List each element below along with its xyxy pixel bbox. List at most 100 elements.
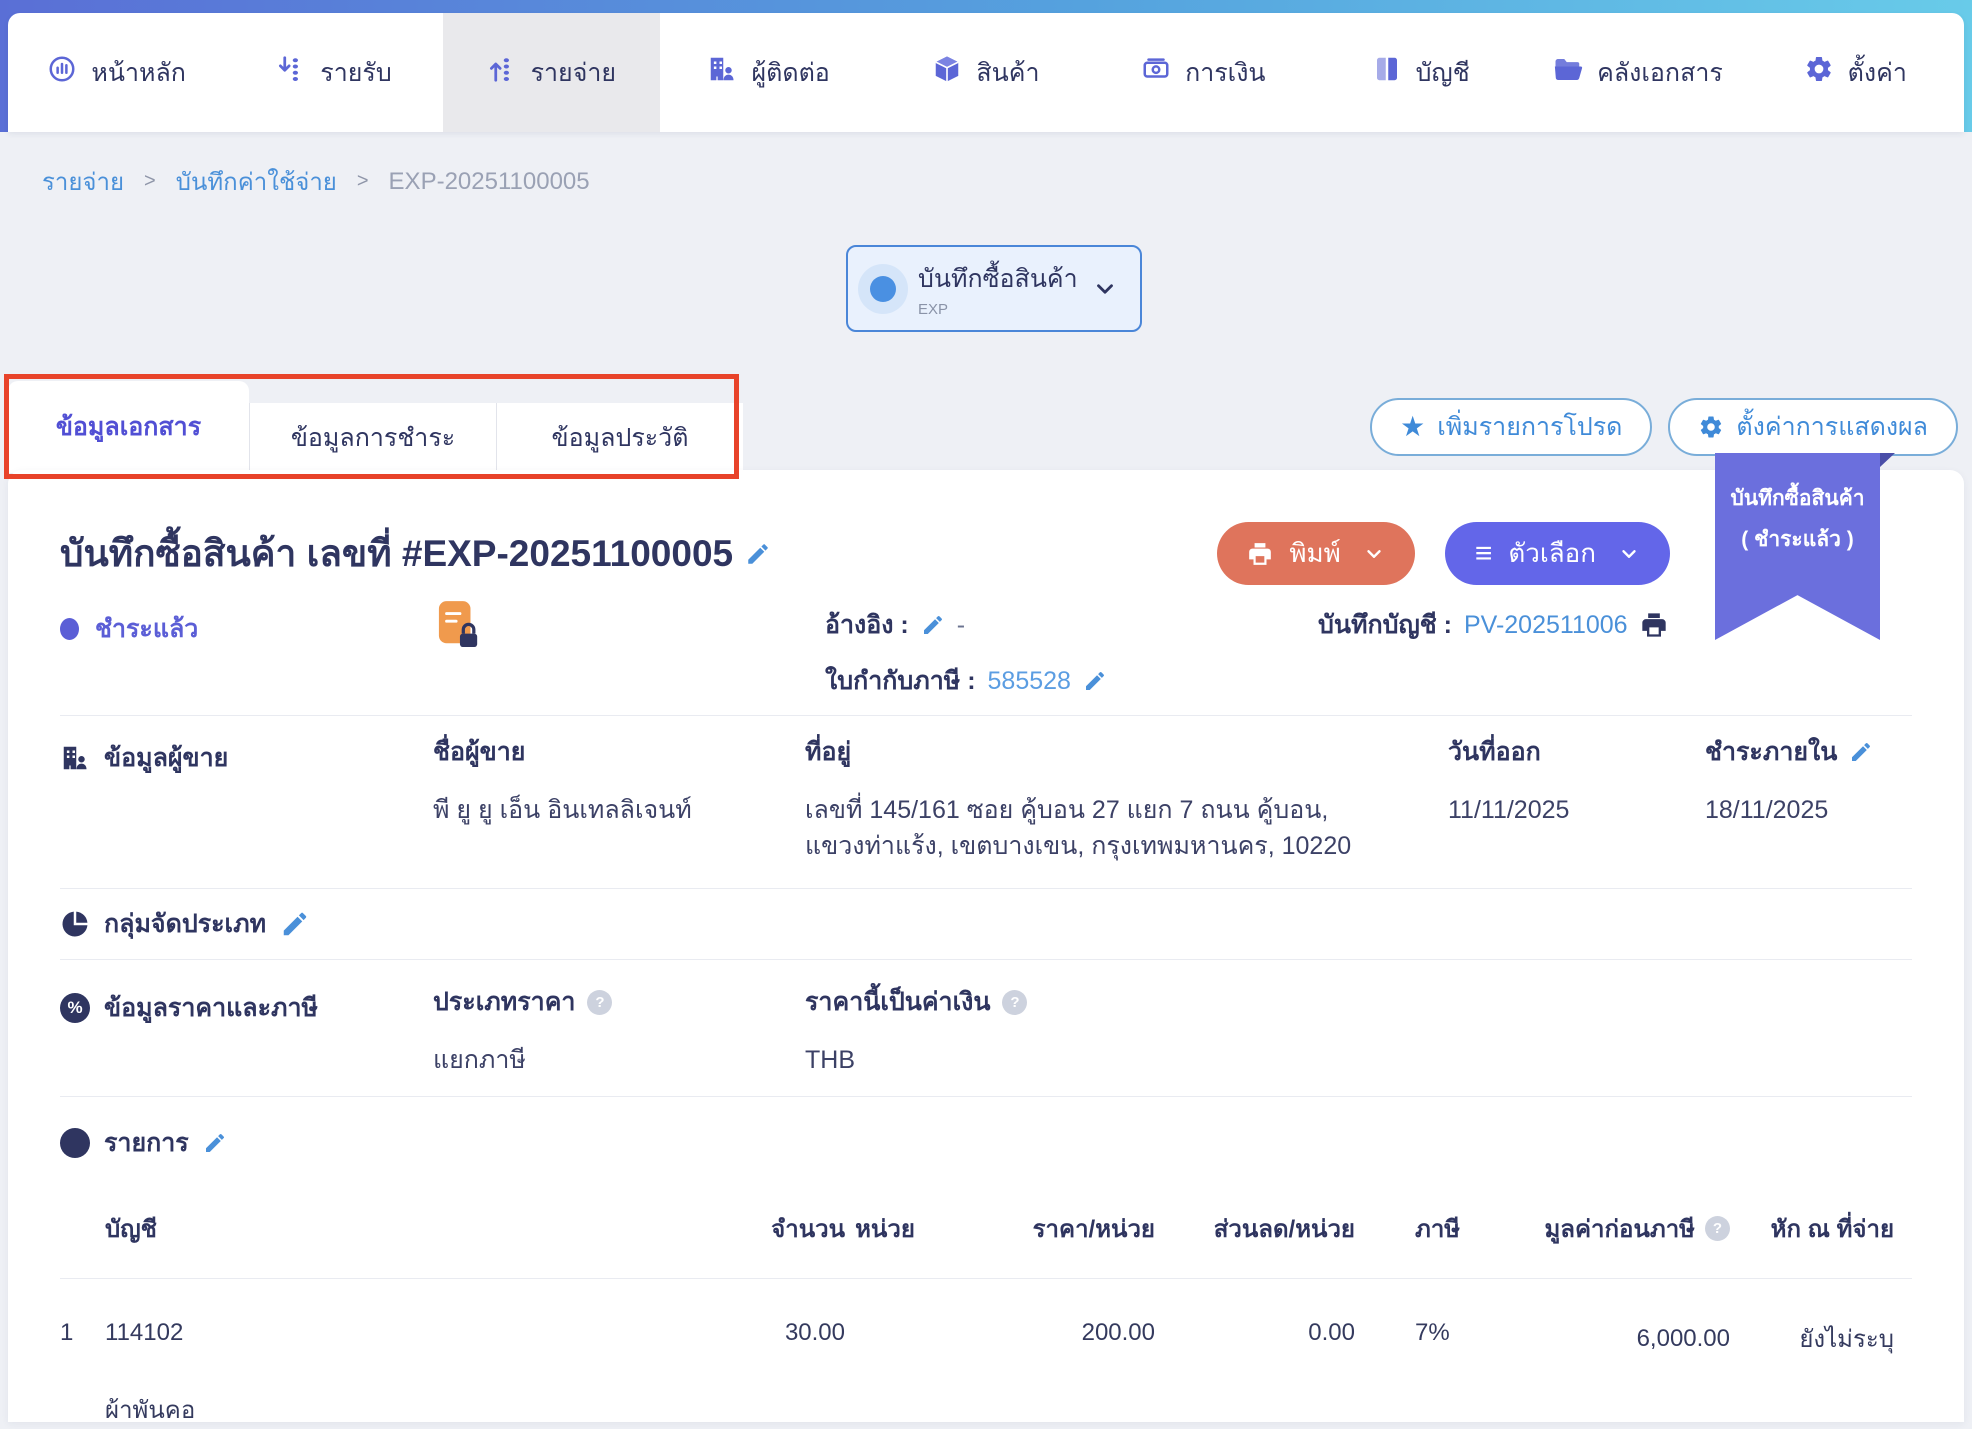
row-unit	[845, 1319, 925, 1358]
divider	[60, 888, 1912, 889]
paid-dot-icon	[60, 618, 79, 640]
doc-type-subtitle: EXP	[918, 301, 949, 318]
col-withholding: หัก ณ ที่จ่าย	[1770, 1216, 1894, 1243]
nav-item-finance[interactable]: การเงิน	[1095, 13, 1312, 132]
col-quantity: จำนวน	[771, 1216, 845, 1243]
tab-payment-info[interactable]: ข้อมูลการชำระ	[249, 403, 496, 473]
currency-value: THB	[805, 1046, 855, 1074]
nav-label: หน้าหลัก	[91, 58, 186, 87]
doc-type-dropdown[interactable]: บันทึกซื้อสินค้า EXP	[846, 245, 1142, 332]
items-section-label: รายการ	[104, 1129, 189, 1157]
ribbon-line2: ( ชำระแล้ว )	[1741, 527, 1854, 551]
issue-date-label: วันที่ออก	[1448, 738, 1541, 766]
printer-icon	[1249, 542, 1272, 565]
table-row: 1 114102 30.00 200.00 0.00 7% 6,000.00 ย…	[60, 1279, 1912, 1429]
nav-item-documents[interactable]: คลังเอกสาร	[1529, 13, 1746, 132]
tab-history-info[interactable]: ข้อมูลประวัติ	[496, 403, 743, 473]
pricing-section: % ข้อมูลราคาและภาษี ประเภทราคา ? แยกภาษี…	[60, 960, 1912, 1096]
doc-type-texts: บันทึกซื้อสินค้า EXP	[918, 259, 1092, 318]
currency-field: ราคานี้เป็นค่าเงิน ? THB	[805, 982, 1385, 1078]
nav-item-home[interactable]: หน้าหลัก	[8, 13, 225, 132]
edit-due-date-pencil-icon[interactable]	[1849, 740, 1873, 764]
menu-icon: ≡	[1474, 536, 1493, 570]
status-dot-icon	[870, 275, 896, 302]
seller-name-field: ชื่อผู้ขาย พี ยู ยู เอ็น อินเทลลิเจนท์	[433, 732, 692, 828]
col-pre-tax: มูลค่าก่อนภาษี ?	[1515, 1209, 1730, 1248]
help-icon[interactable]: ?	[1002, 989, 1028, 1015]
help-icon[interactable]: ?	[587, 989, 613, 1015]
tab-document-info[interactable]: ข้อมูลเอกสาร	[8, 381, 249, 473]
gear-icon	[1701, 416, 1722, 438]
nav-label: สินค้า	[976, 58, 1040, 87]
nav-label: ตั้งค่า	[1847, 58, 1907, 87]
nav-label: รายจ่าย	[530, 58, 617, 87]
add-favorite-button[interactable]: ★ เพิ่มรายการโปรด	[1370, 398, 1653, 456]
help-icon[interactable]: ?	[1705, 1216, 1730, 1241]
main-navbar: หน้าหลัก รายรับ รายจ่าย ผู้ติดต่อ สินค้า…	[8, 13, 1964, 132]
divider	[60, 715, 1912, 716]
tax-invoice-number[interactable]: 585528	[987, 666, 1071, 695]
nav-item-accounting[interactable]: บัญชี	[1312, 13, 1529, 132]
col-unit-price: ราคา/หน่วย	[1032, 1216, 1155, 1243]
edit-title-pencil-icon[interactable]	[745, 541, 771, 567]
col-discount: ส่วนลด/หน่วย	[1213, 1216, 1355, 1243]
edit-reference-pencil-icon[interactable]	[921, 613, 945, 637]
nav-item-products[interactable]: สินค้า	[877, 13, 1094, 132]
ledger-book-icon	[1372, 54, 1402, 91]
ribbon-line1: บันทึกซื้อสินค้า	[1730, 487, 1865, 510]
due-date-value: 18/11/2025	[1705, 796, 1829, 824]
price-type-field: ประเภทราคา ? แยกภาษี	[433, 982, 613, 1078]
seller-address-label: ที่อยู่	[805, 738, 852, 766]
banknote-icon	[1141, 54, 1171, 91]
breadcrumb-current: EXP-20251100005	[388, 167, 590, 195]
pricing-section-header: % ข้อมูลราคาและภาษี	[60, 988, 318, 1028]
page-actions: ★ เพิ่มรายการโปรด ตั้งค่าการแสดงผล	[1370, 398, 1958, 456]
paid-status-label: ชำระแล้ว	[95, 615, 199, 643]
col-unit: หน่วย	[855, 1216, 915, 1243]
col-tax: ภาษี	[1415, 1216, 1461, 1243]
nav-label: รายรับ	[320, 58, 392, 87]
nav-item-expense[interactable]: รายจ่าย	[442, 13, 660, 132]
reference-block: อ้างอิง : - ใบกำกับภาษี : 585528	[825, 605, 1107, 701]
expense-icon	[487, 54, 517, 91]
row-account: 114102	[105, 1319, 184, 1346]
price-type-value: แยกภาษี	[433, 1046, 526, 1074]
nav-item-settings[interactable]: ตั้งค่า	[1747, 13, 1964, 132]
journal-entry-block: บันทึกบัญชี : PV-202511006	[1318, 605, 1668, 645]
print-button[interactable]: พิมพ์	[1217, 522, 1415, 585]
breadcrumb-expense-record[interactable]: บันทึกค่าใช้จ่าย	[175, 169, 337, 196]
folder-open-icon	[1553, 54, 1583, 91]
document-header: บันทึกซื้อสินค้า เลขที่ #EXP-20251100005…	[60, 470, 1912, 585]
journal-label: บันทึกบัญชี :	[1318, 611, 1452, 639]
options-button[interactable]: ≡ ตัวเลือก	[1444, 522, 1670, 585]
income-icon	[276, 54, 306, 91]
row-discount: 0.00	[1308, 1319, 1355, 1346]
edit-classification-pencil-icon[interactable]	[280, 909, 310, 939]
issue-date-value: 11/11/2025	[1448, 796, 1570, 824]
nav-label: ผู้ติดต่อ	[751, 58, 830, 87]
nav-label: คลังเอกสาร	[1597, 58, 1723, 87]
row-description: ผ้าพันคอ	[105, 1397, 196, 1424]
edit-tax-invoice-pencil-icon[interactable]	[1083, 669, 1107, 693]
items-dot-icon	[60, 1128, 90, 1158]
add-favorite-label: เพิ่มรายการโปรด	[1437, 413, 1623, 441]
seller-name-link[interactable]: พี ยู ยู เอ็น อินเทลลิเจนท์	[433, 796, 692, 824]
breadcrumb-expense[interactable]: รายจ่าย	[42, 169, 125, 196]
journal-number-link[interactable]: PV-202511006	[1463, 610, 1628, 639]
status-badge: ชำระแล้ว	[60, 609, 198, 649]
col-number	[60, 1209, 105, 1248]
chevron-down-icon	[1622, 549, 1636, 558]
items-section-header: รายการ	[60, 1123, 1912, 1163]
chevron-down-icon	[1097, 283, 1113, 294]
pie-chart-icon	[62, 911, 88, 937]
nav-item-contacts[interactable]: ผู้ติดต่อ	[660, 13, 877, 132]
reference-value: -	[956, 610, 966, 639]
row-quantity: 30.00	[784, 1319, 845, 1346]
print-journal-icon[interactable]	[1640, 611, 1668, 639]
issue-date-field: วันที่ออก 11/11/2025	[1448, 732, 1569, 828]
due-date-field: ชำระภายใน 18/11/2025	[1705, 732, 1873, 828]
chevron-down-icon	[1367, 549, 1381, 558]
display-settings-button[interactable]: ตั้งค่าการแสดงผล	[1668, 398, 1958, 456]
nav-item-income[interactable]: รายรับ	[225, 13, 442, 132]
edit-items-pencil-icon[interactable]	[203, 1131, 227, 1155]
